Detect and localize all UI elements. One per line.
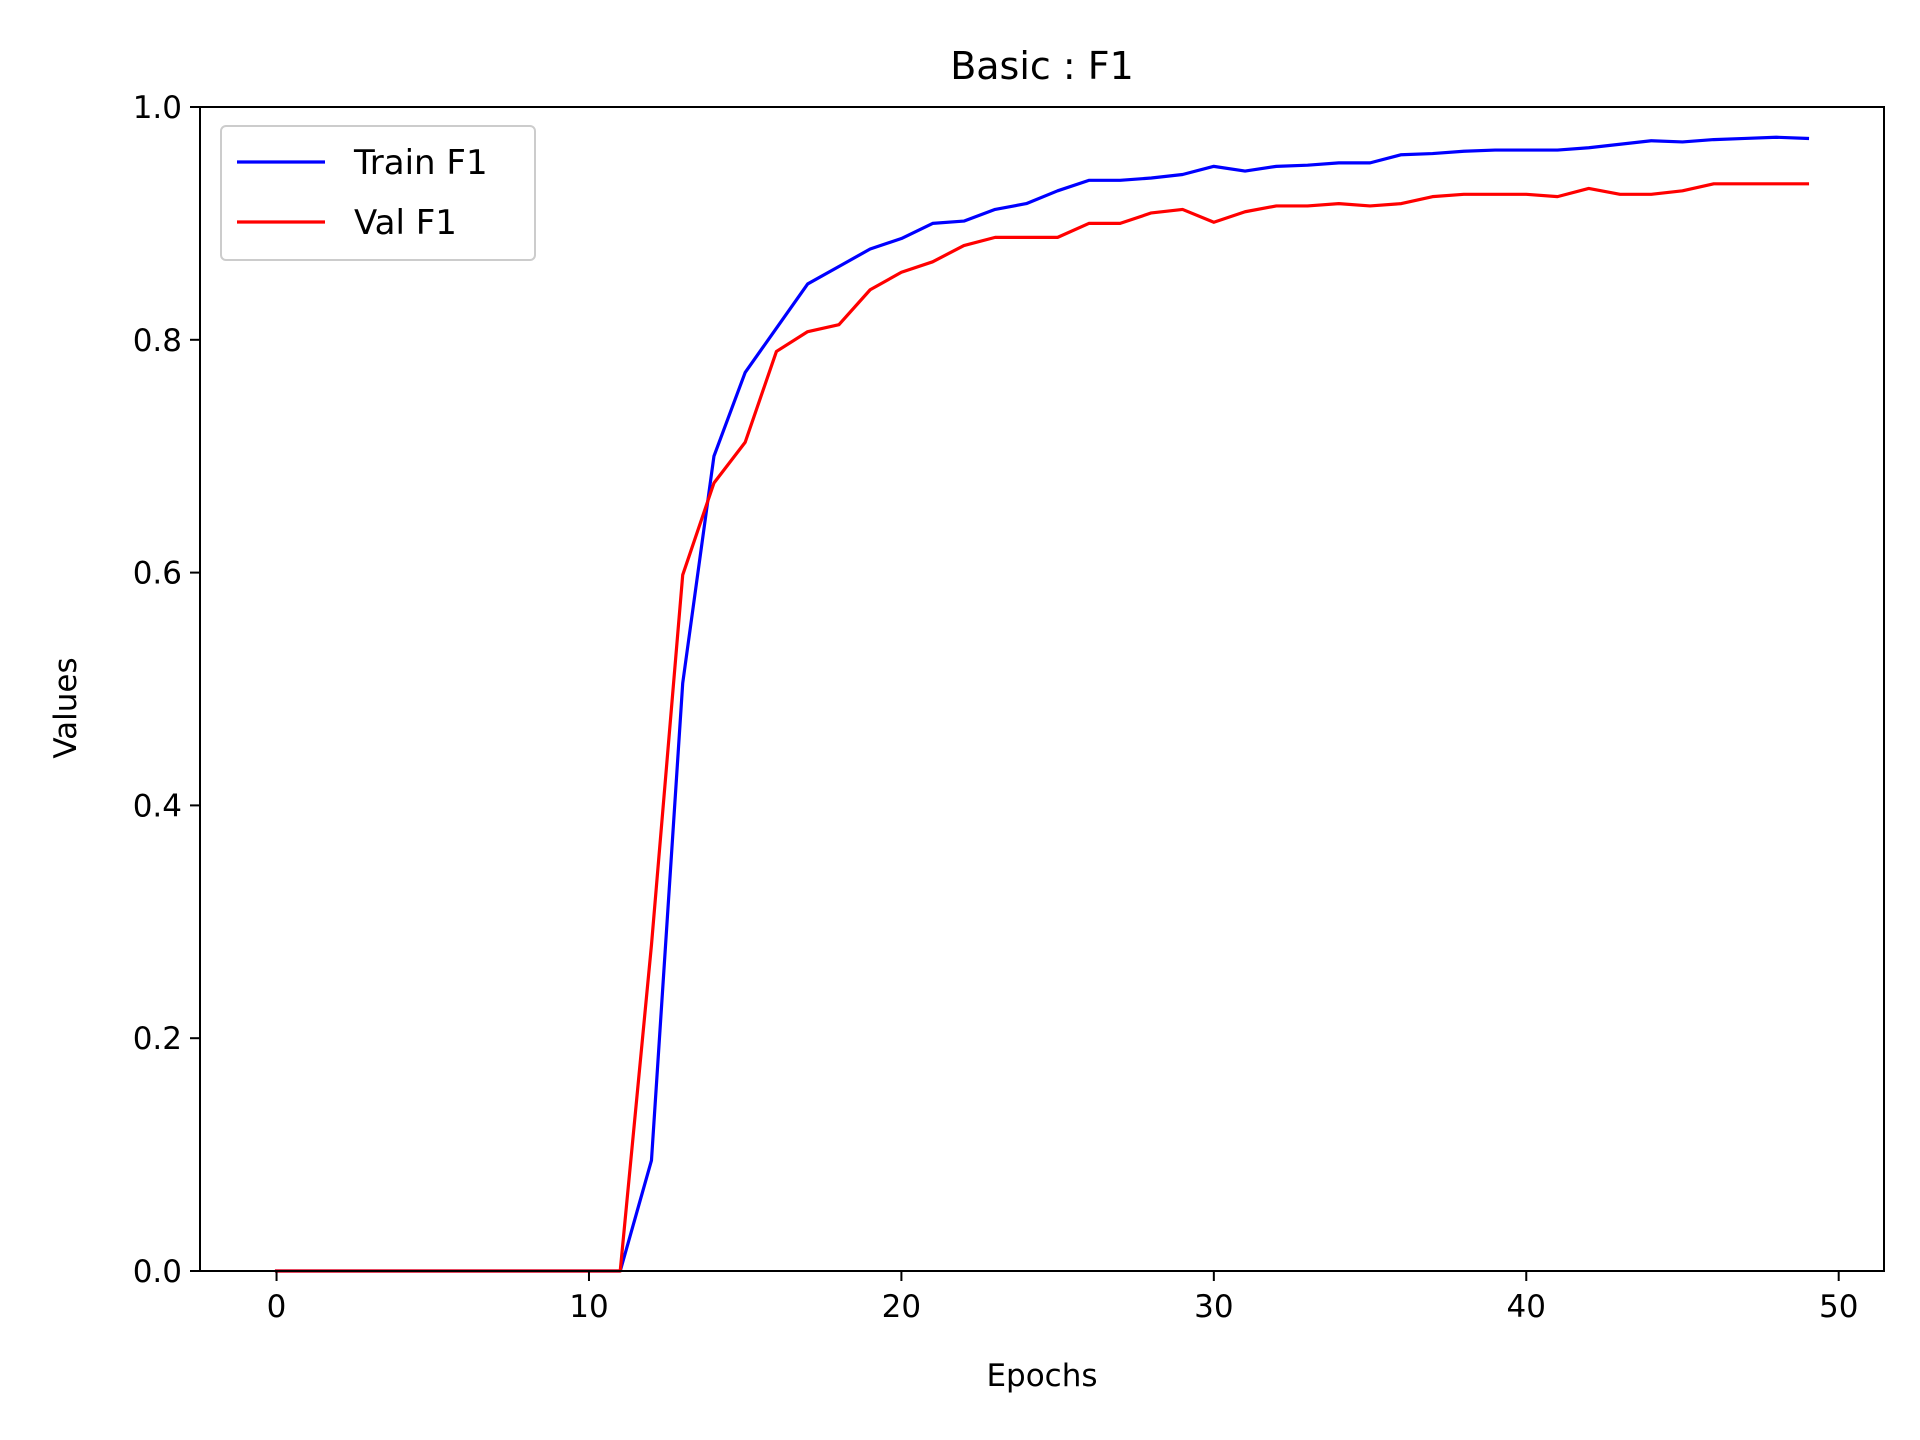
y-tick-label: 0.4: [133, 788, 182, 824]
y-tick-label: 0.0: [133, 1254, 182, 1290]
y-axis-label: Values: [48, 657, 84, 758]
x-tick-label: 10: [569, 1289, 608, 1325]
x-axis: 0 10 20 30 40 50: [267, 1271, 1858, 1325]
x-axis-label: Epochs: [986, 1358, 1097, 1394]
legend-box: [220, 125, 536, 261]
legend-label-train-f1: Train F1: [353, 143, 488, 183]
x-tick-label: 0: [267, 1289, 287, 1325]
y-tick-label: 0.2: [133, 1021, 182, 1057]
x-tick-label: 20: [882, 1289, 921, 1325]
x-tick-label: 40: [1507, 1289, 1546, 1325]
legend-label-val-f1: Val F1: [354, 203, 457, 243]
y-tick-label: 1.0: [133, 90, 182, 126]
x-tick-label: 30: [1194, 1289, 1233, 1325]
y-axis: 0.0 0.2 0.4 0.6 0.8 1.0: [133, 90, 200, 1290]
plot-frame: [199, 106, 1885, 1272]
y-tick-label: 0.6: [133, 556, 182, 592]
plot-area: [199, 106, 1885, 1273]
y-tick-label: 0.8: [133, 323, 182, 359]
x-tick-label: 50: [1819, 1289, 1858, 1325]
chart-title: Basic : F1: [950, 44, 1134, 88]
legend: Train F1 Val F1: [220, 125, 536, 261]
